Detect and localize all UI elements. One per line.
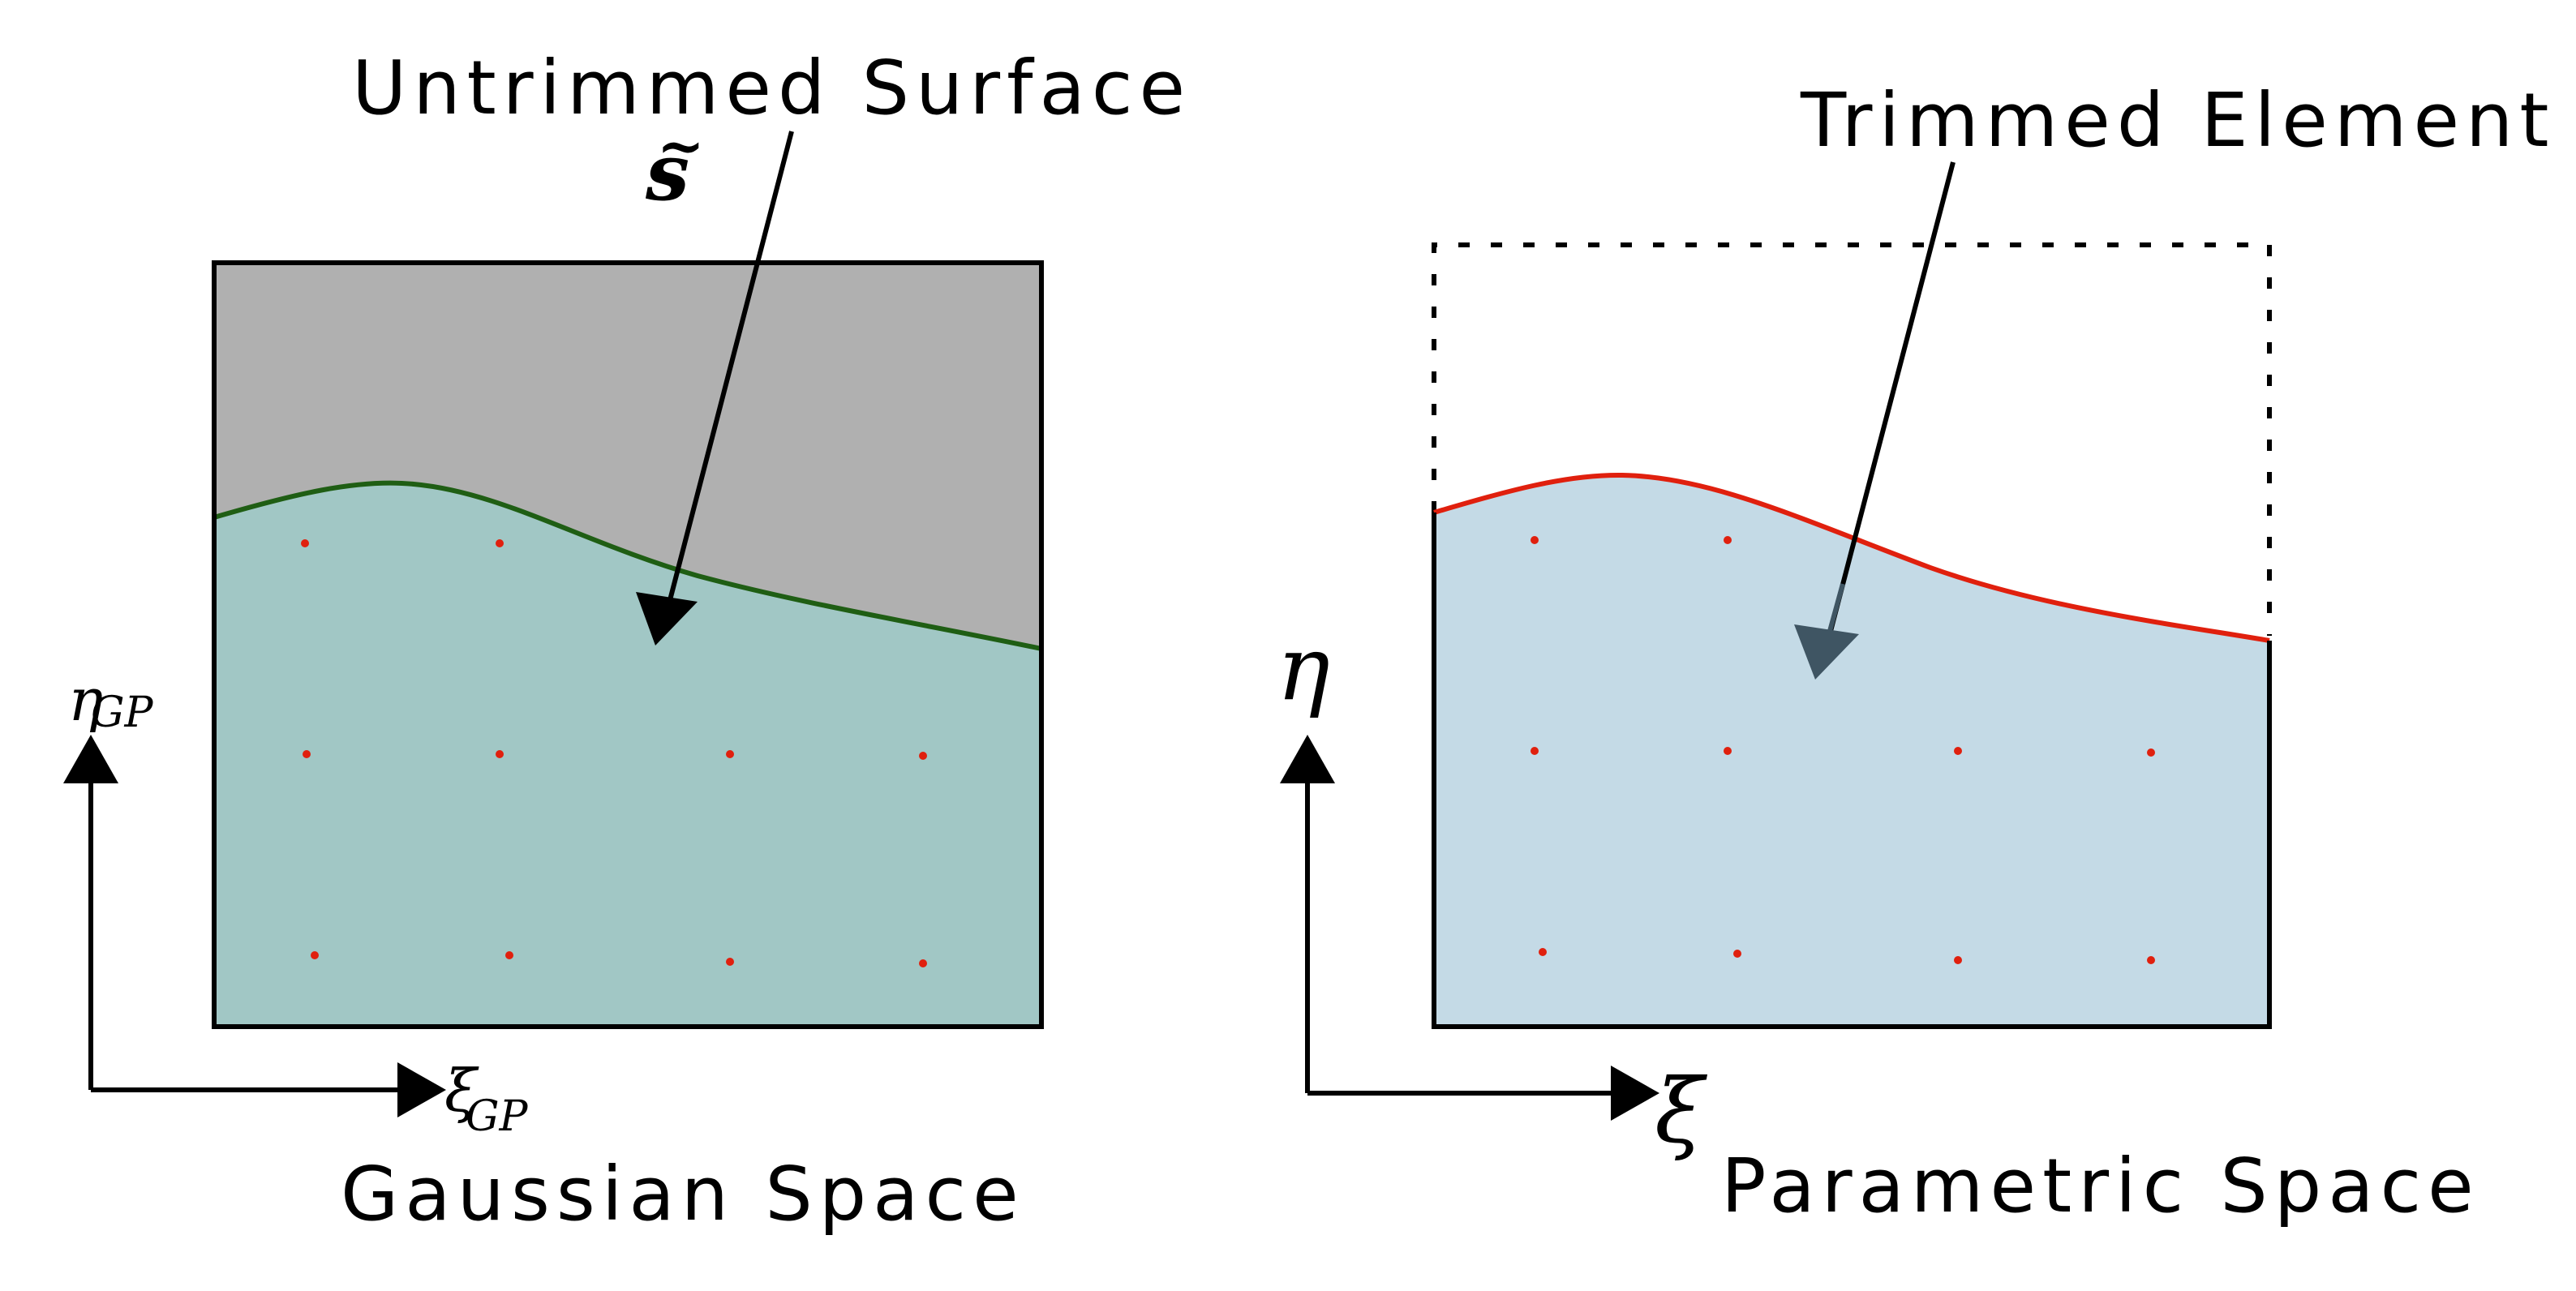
trimmed-element-arrow-shaft	[1827, 161, 1956, 635]
gauss-point	[2147, 956, 2155, 964]
xi-arrowhead	[1611, 1066, 1659, 1121]
xi-gp-arrowhead	[397, 1062, 446, 1117]
surface-symbol: s	[645, 127, 689, 218]
gauss-point	[726, 750, 734, 758]
eta-label: η	[1277, 616, 1330, 720]
trim-curve-left	[213, 480, 1042, 651]
parametric-region	[1434, 474, 2269, 1027]
gauss-point	[301, 539, 309, 547]
surface-symbol-accent: ~	[657, 112, 705, 179]
untrimmed-surface-arrowhead	[636, 592, 698, 646]
gauss-point	[919, 752, 927, 760]
gauss-points-left	[301, 539, 927, 967]
gauss-point	[1531, 747, 1539, 755]
xi-gp-label: ξ	[444, 1057, 479, 1125]
gauss-point	[1954, 747, 1962, 755]
gauss-point	[496, 539, 504, 547]
xi-gp-subscript: GP	[466, 1092, 529, 1141]
gaussian-region	[214, 483, 1041, 1027]
untrimmed-surface-arrow-shaft	[668, 131, 794, 601]
eta-arrowhead	[1280, 735, 1335, 783]
gauss-point	[919, 959, 927, 967]
gaussian-axes: η GP ξ GP	[63, 666, 529, 1141]
trimmed-element-arrowhead	[1794, 624, 1859, 680]
gaussian-frame	[212, 260, 1044, 1029]
untrimmed-surface-label: Untrimmed Surface	[352, 45, 1191, 131]
gauss-point	[1724, 536, 1732, 544]
trimmed-element-label: Trimmed Element	[1800, 77, 2555, 164]
gauss-point	[726, 958, 734, 966]
eta-gp-label: η	[68, 666, 103, 734]
parametric-axes: η ξ	[1277, 616, 1708, 1163]
eta-gp-subscript: GP	[91, 688, 154, 737]
gauss-point	[311, 951, 319, 959]
gauss-point	[505, 951, 513, 959]
gauss-point	[1539, 948, 1547, 956]
eta-gp-arrowhead	[63, 735, 118, 783]
gauss-point	[303, 750, 311, 758]
gauss-point	[496, 750, 504, 758]
xi-label: ξ	[1655, 1059, 1708, 1163]
gauss-point	[1531, 536, 1539, 544]
gaussian-space-caption: Gaussian Space	[341, 1151, 1025, 1237]
gauss-point	[1954, 956, 1962, 964]
gaussian-space-panel: Untrimmed Surface ~ s η GP ξ GP Gaussian…	[63, 45, 1191, 1237]
parametric-space-panel: Trimmed Element η ξ Parametric Space	[1277, 77, 2555, 1229]
trim-curve-right	[1433, 472, 2270, 643]
parametric-space-caption: Parametric Space	[1721, 1143, 2480, 1229]
gauss-points-right	[1531, 536, 2155, 964]
gauss-point	[2147, 748, 2155, 757]
trimmed-element-edges	[1432, 513, 2272, 1029]
gauss-point	[1733, 950, 1741, 958]
gauss-point	[1724, 747, 1732, 755]
untrimmed-element-outline	[1432, 242, 2272, 636]
